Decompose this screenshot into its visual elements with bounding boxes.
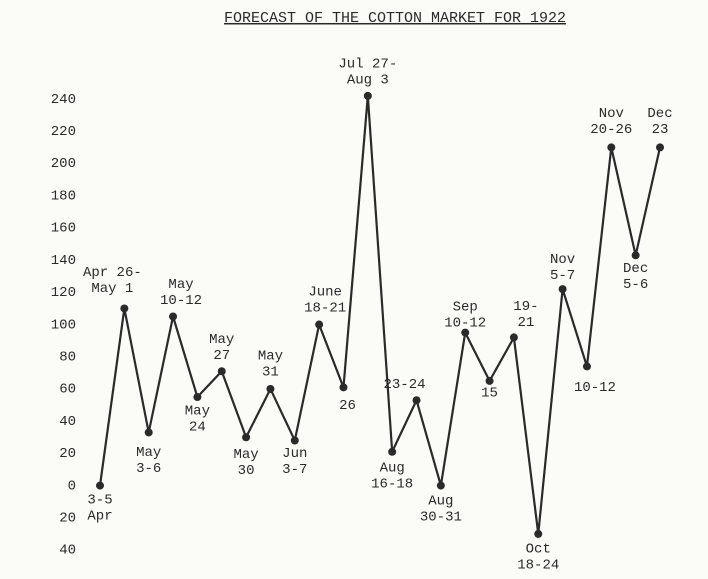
y-tick-label: 160 [51, 221, 76, 237]
point-label: Aug [380, 460, 405, 476]
y-tick-label: 40 [59, 414, 76, 430]
point-label: May [233, 447, 258, 463]
point-label: Nov [550, 252, 575, 268]
point-label: May 1 [91, 281, 133, 297]
point [290, 436, 299, 445]
point-label: 30-31 [420, 509, 462, 525]
point-label: 15 [481, 386, 498, 402]
point [96, 481, 104, 490]
point-label: 23-24 [384, 377, 426, 393]
point [217, 367, 226, 376]
y-tick-label: 60 [59, 382, 76, 398]
point [534, 529, 543, 538]
point-label: Apr 26- [83, 265, 142, 281]
point-label: 16-18 [371, 476, 413, 492]
point-label: May [168, 277, 193, 293]
point [485, 376, 494, 385]
y-tick-label: 240 [51, 92, 76, 108]
y-tick-label: 80 [59, 349, 76, 365]
y-tick-label: 20 [59, 510, 76, 526]
point-label: 20-26 [590, 122, 632, 138]
y-tick-label: 200 [51, 156, 76, 172]
point-label: May [136, 445, 161, 461]
point [266, 384, 275, 393]
y-tick-label: 40 [59, 543, 76, 559]
point [436, 481, 445, 490]
point [193, 393, 202, 402]
point [607, 143, 616, 152]
point-label: 31 [262, 365, 279, 381]
y-tick-label: 100 [51, 317, 76, 333]
point-label: Aug 3 [347, 73, 389, 89]
point-label: 26 [339, 398, 356, 414]
point-label: 18-21 [304, 300, 346, 316]
point-label: Dec [623, 261, 648, 277]
point-label: 24 [189, 420, 206, 436]
point-label: Apr [87, 508, 112, 524]
y-tick-label: 140 [51, 253, 76, 269]
point [144, 428, 153, 437]
point [656, 143, 664, 152]
point [558, 285, 567, 294]
point-label: 10-12 [160, 293, 202, 309]
point-label: May [209, 332, 234, 348]
point [388, 447, 397, 456]
point-label: 3-7 [282, 462, 307, 478]
point-label: Jun [282, 446, 307, 462]
point-label: Sep [453, 299, 478, 315]
point [315, 320, 324, 329]
point-label: 21 [518, 315, 535, 331]
point-label: Nov [599, 106, 624, 122]
point-label: 5-7 [550, 268, 575, 284]
point [509, 333, 518, 342]
point-label: 10-12 [444, 315, 486, 331]
point-label: 18-24 [517, 558, 559, 574]
point-label: 19- [513, 299, 538, 315]
point-label: 5-6 [623, 277, 648, 293]
point-label: Dec [647, 106, 672, 122]
y-tick-label: 20 [59, 446, 76, 462]
point-label: May [258, 349, 283, 365]
point [582, 362, 591, 371]
point-label: 30 [238, 463, 255, 479]
point [339, 383, 348, 392]
chart-title: FORECAST OF THE COTTON MARKET FOR 1922 [224, 10, 566, 27]
point-label: May [185, 404, 210, 420]
point [631, 251, 640, 260]
point [412, 396, 421, 405]
point [461, 328, 470, 337]
line [98, 95, 662, 535]
y-tick-label: 180 [51, 188, 76, 204]
point [120, 304, 129, 313]
y-tick-label: 0 [68, 478, 76, 494]
point [242, 433, 251, 442]
point-label: 3-5 [87, 492, 112, 508]
point [169, 312, 178, 321]
point-label: 10-12 [574, 380, 616, 396]
point-label: 23 [652, 122, 669, 138]
point-label: Jul 27- [338, 57, 397, 73]
point-label: Aug [428, 493, 453, 509]
point [363, 91, 372, 100]
point-label: 27 [213, 348, 230, 364]
point-label: 3-6 [136, 461, 161, 477]
y-tick-label: 120 [51, 285, 76, 301]
point-label: June [308, 284, 342, 300]
y-tick-label: 220 [51, 124, 76, 140]
point-label: Oct [526, 542, 551, 558]
